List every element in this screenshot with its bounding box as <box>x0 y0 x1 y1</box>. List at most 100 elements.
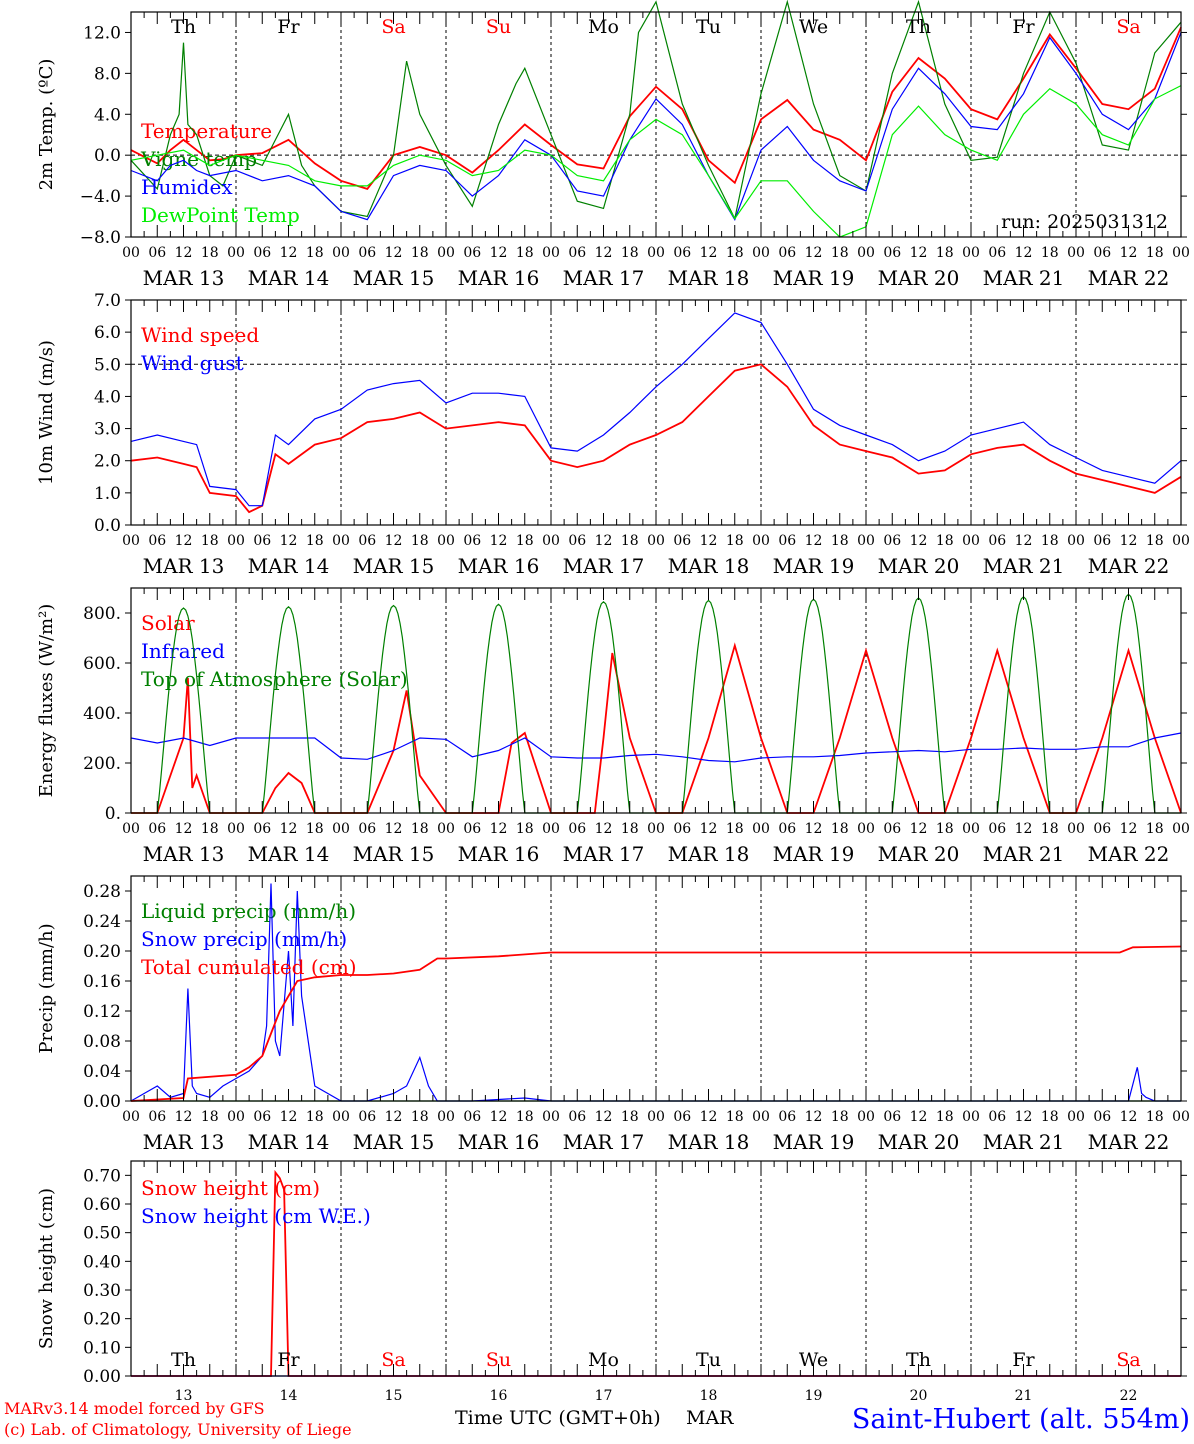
day-number-label: 16 <box>490 1388 508 1404</box>
y-tick-label: 3.0 <box>94 420 121 440</box>
hour-tick-label: 12 <box>175 1109 193 1125</box>
hour-tick-label: 00 <box>542 533 560 549</box>
hour-tick-label: 00 <box>857 533 875 549</box>
hour-tick-label: 18 <box>306 533 324 549</box>
hour-tick-label: 18 <box>621 1109 639 1125</box>
day-number-label: 22 <box>1120 1388 1138 1404</box>
date-label: MAR 14 <box>248 1130 330 1154</box>
legend-entry: Snow height (cm W.E.) <box>141 1204 371 1228</box>
hour-tick-label: 18 <box>621 245 639 261</box>
hour-tick-label: 12 <box>1120 821 1138 837</box>
legend-entry: Total cumulated (cm) <box>141 955 357 979</box>
date-label: MAR 16 <box>458 1130 540 1154</box>
y-tick-label: 0.00 <box>83 1092 121 1112</box>
date-label: MAR 13 <box>143 842 225 866</box>
run-annotation: run: 2025031312 <box>1001 211 1168 233</box>
hour-tick-label: 12 <box>700 821 718 837</box>
hour-tick-label: 06 <box>253 245 271 261</box>
hour-tick-label: 12 <box>595 533 613 549</box>
legend-entry: Liquid precip (mm/h) <box>141 899 356 923</box>
hour-tick-label: 18 <box>1146 245 1164 261</box>
day-name-label: Sa <box>1116 1349 1140 1371</box>
hour-tick-label: 06 <box>988 1109 1006 1125</box>
hour-tick-label: 12 <box>490 245 508 261</box>
hour-tick-label: 06 <box>883 1109 901 1125</box>
copyright-credit: (c) Lab. of Climatology, University of L… <box>4 1420 352 1439</box>
hour-tick-label: 00 <box>647 821 665 837</box>
y-axis-label: Precip (mm/h) <box>36 923 57 1053</box>
plot-frame <box>130 299 1182 526</box>
hour-tick-label: 18 <box>201 1109 219 1125</box>
day-name-label: Sa <box>381 16 405 38</box>
hour-tick-label: 00 <box>962 245 980 261</box>
date-label: MAR 14 <box>248 842 330 866</box>
legend-entry: Wind speed <box>141 323 259 347</box>
hour-tick-label: 18 <box>936 245 954 261</box>
hour-tick-label: 00 <box>122 245 140 261</box>
hour-tick-label: 18 <box>726 245 744 261</box>
hour-tick-label: 00 <box>1172 1109 1190 1125</box>
hour-tick-label: 18 <box>1041 1109 1059 1125</box>
day-name-label: Th <box>906 1349 931 1371</box>
y-axis-label: Energy fluxes (W/m²) <box>36 604 57 798</box>
day-name-label: Fr <box>277 16 300 38</box>
hour-tick-label: 00 <box>1067 1109 1085 1125</box>
hour-tick-label: 12 <box>1015 1109 1033 1125</box>
hour-tick-label: 12 <box>175 533 193 549</box>
hour-tick-label: 12 <box>910 1109 928 1125</box>
hour-tick-label: 12 <box>700 533 718 549</box>
hour-tick-label: 18 <box>936 1109 954 1125</box>
y-tick-label: 4.0 <box>94 387 121 407</box>
hour-tick-label: 00 <box>437 821 455 837</box>
date-label: MAR 20 <box>878 266 960 290</box>
hour-tick-label: 12 <box>1015 533 1033 549</box>
day-name-label: Fr <box>1012 1349 1035 1371</box>
date-label: MAR 16 <box>458 266 540 290</box>
date-label: MAR 19 <box>773 842 855 866</box>
legend-entry: Humidex <box>141 175 233 199</box>
hour-tick-label: 06 <box>778 533 796 549</box>
y-axis-label: 10m Wind (m/s) <box>36 340 57 485</box>
y-tick-label: 0.24 <box>83 912 121 932</box>
date-label: MAR 14 <box>248 266 330 290</box>
hour-tick-label: 12 <box>490 1109 508 1125</box>
date-label: MAR 20 <box>878 554 960 578</box>
day-name-label: Th <box>171 16 196 38</box>
series-line <box>130 0 1182 221</box>
hour-tick-label: 18 <box>621 533 639 549</box>
legend-entry: Top of Atmosphere (Solar) <box>141 667 408 691</box>
date-label: MAR 20 <box>878 1130 960 1154</box>
hour-tick-label: 00 <box>752 821 770 837</box>
hour-tick-label: 00 <box>437 245 455 261</box>
day-number-label: 20 <box>910 1388 928 1404</box>
hour-tick-label: 12 <box>595 1109 613 1125</box>
hour-tick-label: 18 <box>201 533 219 549</box>
date-label: MAR 13 <box>143 554 225 578</box>
hour-tick-label: 12 <box>1120 533 1138 549</box>
y-tick-label: 0.0 <box>94 146 121 166</box>
station-label: Saint-Hubert (alt. 554m) <box>852 1404 1190 1435</box>
hour-tick-label: 18 <box>1041 821 1059 837</box>
y-tick-label: 0.40 <box>83 1252 121 1272</box>
hour-tick-label: 00 <box>962 1109 980 1125</box>
panel-2: Wind speed Wind gust 0.0 1.0 2.0 3.0 4.0 5.0 6.0… <box>36 291 1190 578</box>
hour-tick-label: 18 <box>1146 533 1164 549</box>
hour-tick-label: 00 <box>1172 821 1190 837</box>
hour-tick-label: 00 <box>332 1109 350 1125</box>
legend-entry: Solar <box>141 611 195 635</box>
y-tick-label: 0.28 <box>83 882 121 902</box>
hour-tick-label: 06 <box>358 821 376 837</box>
y-tick-label: 0.30 <box>83 1281 121 1301</box>
hour-tick-label: 18 <box>1041 533 1059 549</box>
hour-tick-label: 00 <box>227 821 245 837</box>
date-label: MAR 16 <box>458 554 540 578</box>
hour-tick-label: 06 <box>358 245 376 261</box>
legend-entry: Wind gust <box>141 351 244 375</box>
date-label: MAR 21 <box>983 1130 1065 1154</box>
hour-tick-label: 18 <box>411 821 429 837</box>
y-tick-label: 1.0 <box>94 484 121 504</box>
date-label: MAR 22 <box>1088 554 1170 578</box>
date-label: MAR 17 <box>563 554 645 578</box>
hour-tick-label: 12 <box>385 533 403 549</box>
date-label: MAR 20 <box>878 842 960 866</box>
